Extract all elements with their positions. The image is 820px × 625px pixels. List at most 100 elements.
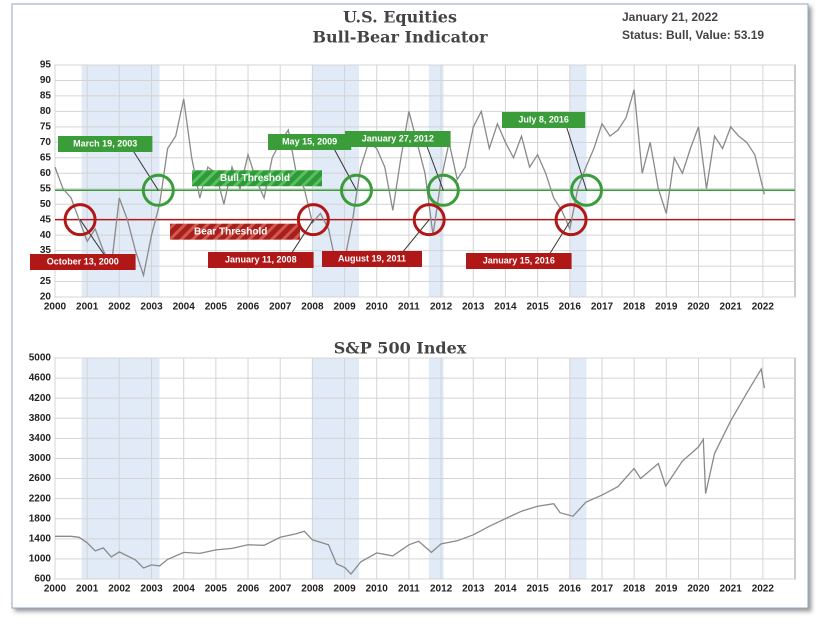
bear-period — [569, 358, 587, 579]
annotation-circle — [63, 203, 97, 237]
annotation-box — [466, 253, 572, 269]
y-tick-label: 4200 — [29, 393, 52, 404]
threshold-label-box — [192, 170, 322, 187]
x-tick-label: 2005 — [205, 302, 228, 313]
annotation-box — [58, 136, 153, 152]
annotation-circle — [296, 203, 330, 237]
x-tick-label: 2009 — [333, 584, 356, 595]
x-tick-label: 2011 — [398, 584, 420, 595]
y-tick-label: 50 — [40, 199, 52, 210]
y-tick-label: 3800 — [29, 413, 52, 424]
x-tick-label: 2017 — [591, 584, 614, 595]
x-tick-label: 2008 — [301, 584, 324, 595]
threshold-label: Bull Threshold — [220, 173, 290, 184]
y-tick-label: 25 — [40, 276, 52, 287]
data-line — [54, 89, 766, 278]
date-text: January 21, 2022 — [622, 10, 718, 24]
annotation-box — [208, 252, 314, 268]
y-tick-label: 40 — [40, 230, 52, 241]
x-tick-label: 2019 — [655, 302, 678, 313]
annotation-circle — [570, 173, 604, 207]
x-tick-label: 2008 — [301, 302, 324, 313]
x-tick-label: 2001 — [76, 584, 99, 595]
x-tick-label: 2014 — [494, 584, 517, 595]
x-tick-label: 2004 — [173, 584, 196, 595]
y-tick-label: 55 — [40, 183, 52, 194]
annotation-box — [322, 251, 422, 267]
x-tick-label: 2021 — [720, 302, 743, 313]
annotation-box — [30, 254, 136, 270]
x-tick-label: 2007 — [269, 584, 292, 595]
y-tick-label: 600 — [34, 574, 51, 585]
chart-subtitle: Bull-Bear Indicator — [312, 28, 488, 47]
annotation-circle — [141, 173, 175, 207]
annotation-label: January 27, 2012 — [362, 133, 434, 143]
y-tick-label: 1800 — [29, 513, 52, 524]
bear-period — [312, 358, 360, 579]
y-tick-label: 35 — [40, 245, 52, 256]
annotation-label: January 11, 2008 — [225, 254, 297, 264]
bear-period — [81, 358, 160, 579]
x-tick-label: 2000 — [44, 584, 67, 595]
annotation-box — [502, 112, 586, 128]
x-tick-label: 2015 — [526, 584, 549, 595]
y-tick-label: 4600 — [29, 373, 52, 384]
x-tick-label: 2018 — [623, 302, 646, 313]
annotation-circle — [554, 203, 588, 237]
x-tick-label: 2016 — [559, 302, 582, 313]
y-tick-label: 1400 — [29, 533, 52, 544]
x-tick-label: 2001 — [76, 302, 99, 313]
pointer — [329, 141, 357, 191]
x-tick-label: 2020 — [687, 302, 710, 313]
x-tick-label: 2017 — [591, 302, 614, 313]
annotation-circle — [426, 173, 460, 207]
annotation-label: August 19, 2011 — [338, 253, 406, 263]
annotation-label: October 13, 2000 — [47, 256, 119, 266]
x-tick-label: 2012 — [430, 584, 453, 595]
y-tick-label: 85 — [40, 91, 52, 102]
data-line — [55, 367, 766, 575]
x-tick-label: 2021 — [720, 584, 743, 595]
y-tick-label: 60 — [40, 168, 52, 179]
x-tick-label: 2014 — [494, 302, 517, 313]
x-tick-label: 2019 — [655, 584, 678, 595]
annotation-label: May 15, 2009 — [282, 136, 337, 146]
y-tick-label: 75 — [40, 122, 52, 133]
x-tick-label: 2010 — [366, 302, 389, 313]
chart-title: S&P 500 Index — [334, 339, 467, 358]
x-tick-label: 2007 — [269, 302, 292, 313]
y-tick-label: 90 — [40, 75, 52, 86]
y-tick-label: 2200 — [29, 493, 52, 504]
x-tick-label: 2003 — [140, 302, 163, 313]
y-tick-label: 1000 — [29, 554, 52, 565]
x-tick-label: 2010 — [366, 584, 389, 595]
x-tick-label: 2016 — [559, 584, 582, 595]
x-tick-label: 2005 — [205, 584, 228, 595]
bear-period — [428, 65, 444, 297]
x-tick-label: 2002 — [108, 584, 131, 595]
y-tick-label: 65 — [40, 152, 52, 163]
x-tick-label: 2004 — [173, 302, 196, 313]
plot-area — [54, 64, 796, 298]
annotation-box — [345, 131, 451, 147]
x-tick-label: 2000 — [44, 302, 67, 313]
bear-period — [428, 358, 444, 579]
annotation-box — [268, 134, 352, 150]
x-tick-label: 2006 — [237, 302, 260, 313]
x-tick-label: 2009 — [333, 302, 356, 313]
y-tick-label: 20 — [40, 292, 52, 303]
threshold-label-box — [170, 223, 300, 240]
annotation-label: March 19, 2003 — [73, 138, 137, 148]
pointer — [423, 138, 444, 191]
status-text: Status: Bull, Value: 53.19 — [622, 28, 764, 42]
x-tick-label: 2002 — [108, 302, 131, 313]
annotation-circle — [412, 203, 446, 237]
x-tick-label: 2011 — [398, 302, 420, 313]
annotation-circle — [339, 173, 373, 207]
y-tick-label: 2600 — [29, 473, 52, 484]
x-tick-label: 2015 — [526, 302, 549, 313]
annotation-label: July 8, 2016 — [518, 114, 569, 124]
y-tick-label: 3000 — [29, 453, 52, 464]
y-tick-label: 80 — [40, 106, 52, 117]
y-tick-label: 95 — [40, 60, 52, 71]
